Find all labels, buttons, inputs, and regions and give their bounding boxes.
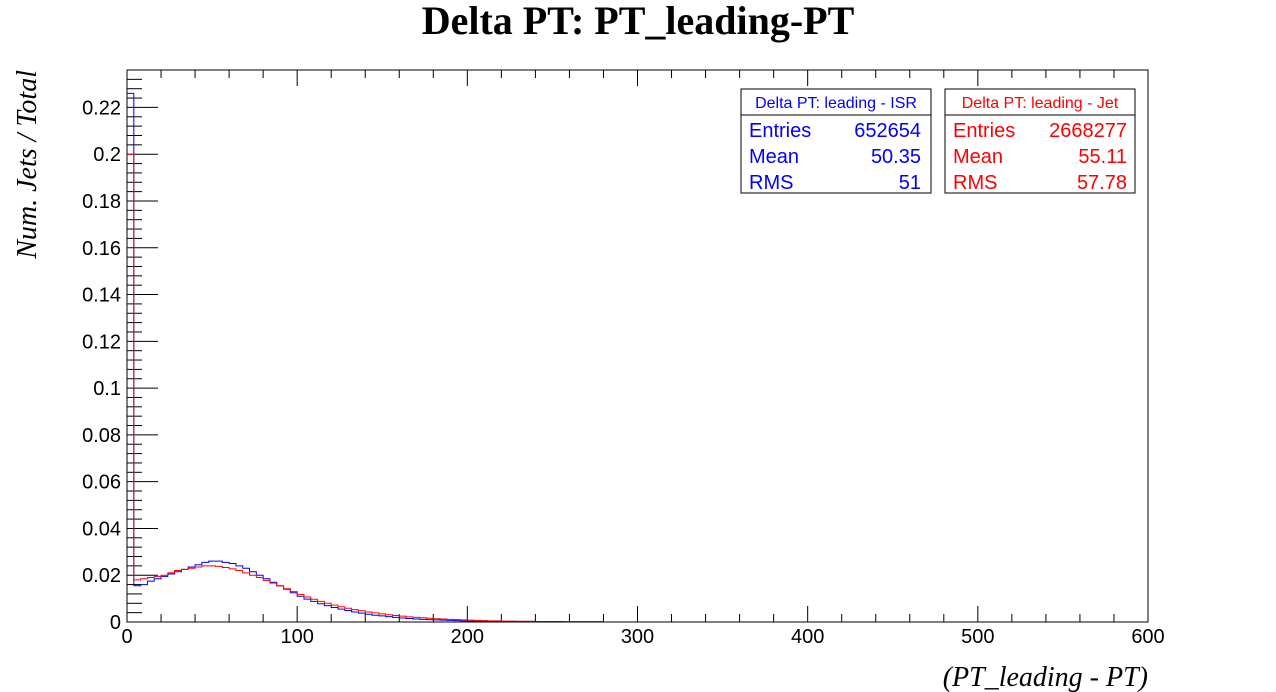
x-tick-label: 100 [280, 626, 313, 648]
x-tick-label: 600 [1131, 626, 1164, 648]
x-tick-label: 300 [621, 626, 654, 648]
stats-box-isr-frame [740, 88, 932, 194]
y-tick-label: 0.1 [93, 378, 121, 400]
chart-title: Delta PT: PT_leading-PT [422, 0, 855, 43]
plot-frame [126, 69, 1149, 623]
y-tick-label: 0.2 [93, 144, 121, 166]
stats-jet-entries-value: 2668277 [1049, 120, 1127, 142]
x-tick-label: 0 [121, 626, 132, 648]
series-jet-histogram [126, 153, 604, 623]
y-tick-label: 0.16 [82, 238, 121, 260]
x-tick-label: 500 [961, 626, 994, 648]
x-axis-title: (PT_leading - PT) [943, 662, 1148, 692]
stats-box-jet-title: Delta PT: leading - Jet [962, 95, 1119, 112]
y-tick-label: 0.12 [82, 331, 121, 353]
stats-isr-mean-value: 50.35 [871, 146, 921, 168]
stats-box-jet: Delta PT: leading - Jet Entries 2668277 … [944, 88, 1136, 194]
stats-isr-mean-label: Mean [749, 146, 799, 168]
stats-isr-entries-value: 652654 [854, 120, 921, 142]
y-tick-label: 0 [110, 612, 121, 634]
stats-jet-mean-label: Mean [953, 146, 1003, 168]
x-tick-label: 200 [451, 626, 484, 648]
stats-jet-rms-label: RMS [953, 172, 997, 194]
y-tick-label: 0.08 [82, 425, 121, 447]
series-isr-histogram [126, 92, 604, 623]
stats-isr-rms-value: 51 [899, 172, 921, 194]
y-tick-label: 0.22 [82, 97, 121, 119]
stats-isr-rms-label: RMS [749, 172, 793, 194]
stats-jet-mean-value: 55.11 [1078, 146, 1127, 168]
x-tick-label: 400 [791, 626, 824, 648]
stats-jet-rms-value: 57.78 [1077, 172, 1127, 194]
stats-box-isr: Delta PT: leading - ISR Entries 652654 M… [740, 88, 932, 194]
stats-box-jet-frame [944, 88, 1136, 194]
y-tick-label: 0.18 [82, 191, 121, 213]
y-tick-label: 0.02 [82, 565, 121, 587]
y-tick-label: 0.14 [82, 285, 121, 307]
histogram-series [126, 92, 604, 623]
y-tick-label: 0.04 [82, 518, 121, 540]
stats-box-isr-title: Delta PT: leading - ISR [755, 95, 917, 112]
y-axis-title: Num. Jets / Total [12, 70, 43, 260]
y-tick-label: 0.06 [82, 472, 121, 494]
stats-isr-entries-label: Entries [749, 120, 811, 142]
axis-ticks: 0 100 200 300 400 500 600 0 0.02 0.04 0.06 0.08 0.1 0… [82, 69, 1165, 648]
stats-jet-entries-label: Entries [953, 120, 1015, 142]
